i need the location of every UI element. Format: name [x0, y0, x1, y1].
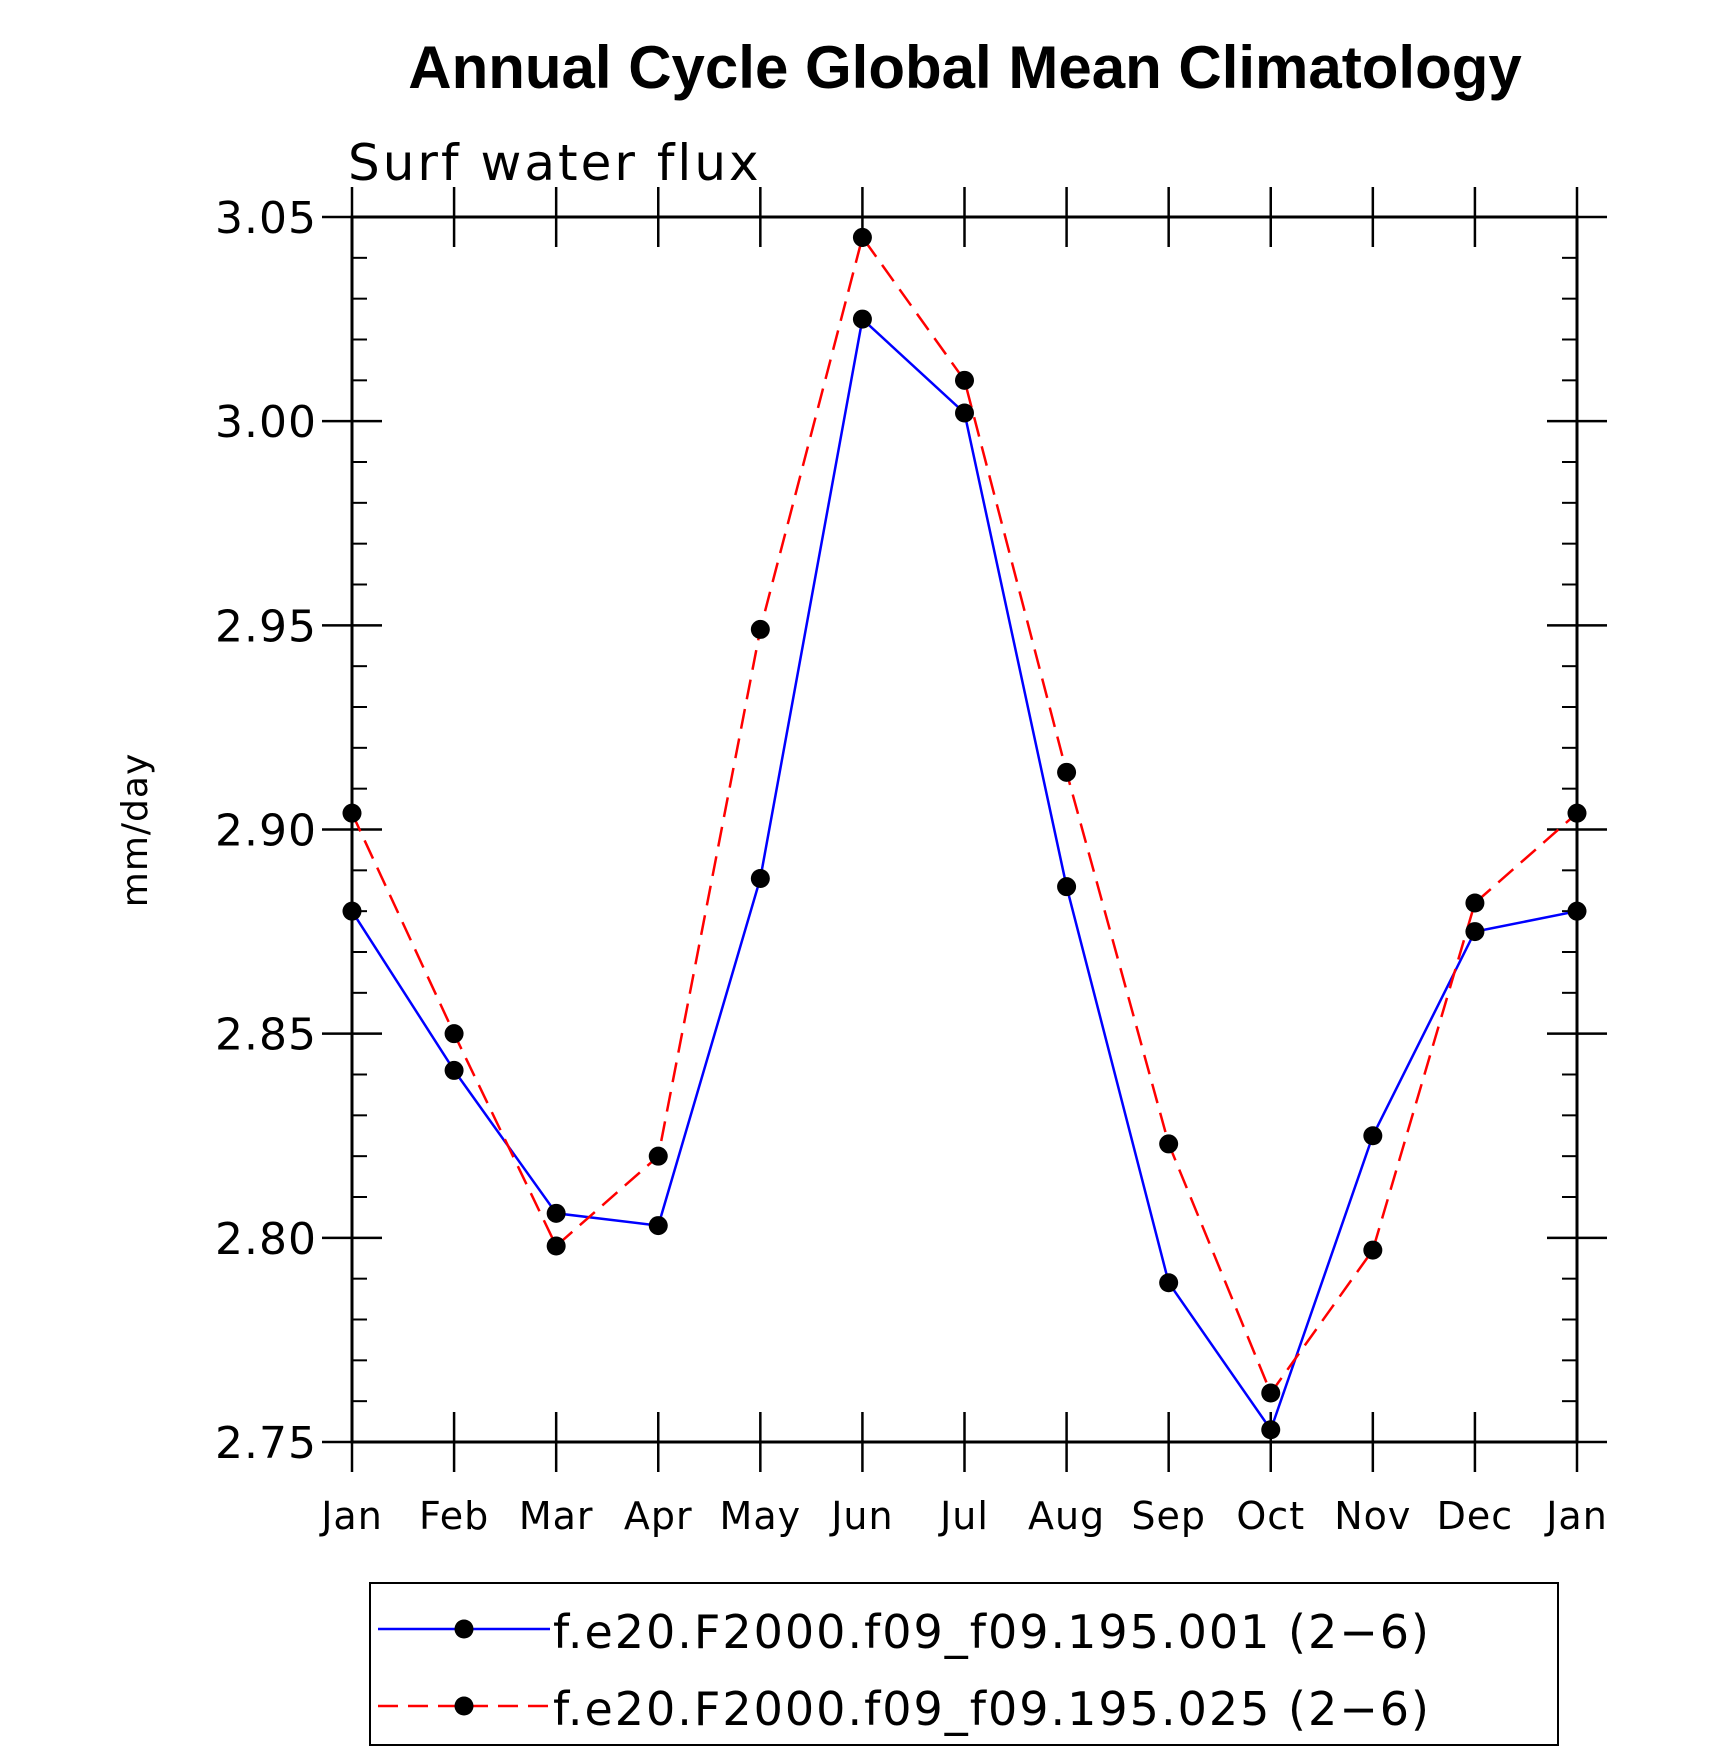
y-tick-label: 3.00 [215, 397, 317, 448]
data-point-series-1-mar [546, 1203, 566, 1223]
legend-label-series-1: f.e20.F2000.f09_f09.195.001 (2−6) [553, 1605, 1431, 1659]
data-point-series-1-feb [444, 1060, 464, 1080]
x-tick-label-10: Oct [1236, 1494, 1305, 1538]
data-point-series-2-dec [1465, 893, 1485, 913]
legend-box [369, 1582, 1559, 1746]
y-tick-label: 3.05 [215, 193, 317, 244]
data-point-series-2-mar [546, 1236, 566, 1256]
x-tick-label-8: Aug [1028, 1494, 1105, 1538]
x-tick-label-5: May [720, 1494, 802, 1538]
x-tick-label-3: Mar [519, 1494, 594, 1538]
data-point-series-2-oct [1261, 1383, 1281, 1403]
x-tick-label-9: Sep [1131, 1494, 1206, 1538]
data-point-series-1-dec [1465, 922, 1485, 942]
data-point-series-2-may [750, 619, 770, 639]
x-tick-label-11: Nov [1334, 1494, 1411, 1538]
data-point-series-1-jul [955, 403, 974, 423]
data-point-series-1-oct [1261, 1420, 1281, 1440]
data-point-series-2-nov [1363, 1240, 1383, 1260]
legend: f.e20.F2000.f09_f09.195.001 (2−6) f.e20.… [369, 1582, 1559, 1746]
data-point-series-1-jun [852, 309, 872, 329]
legend-marker-series-1 [454, 1619, 474, 1639]
legend-marker-series-2 [454, 1696, 474, 1716]
legend-label-series-2: f.e20.F2000.f09_f09.195.025 (2−6) [553, 1682, 1431, 1736]
data-point-series-2-feb [444, 1024, 464, 1044]
chart-title: Annual Cycle Global Mean Climatology [408, 34, 1522, 101]
data-point-series-1-aug [1057, 877, 1077, 897]
data-point-series-1-sep [1159, 1273, 1179, 1293]
data-point-series-2-sep [1159, 1134, 1179, 1154]
y-tick-label: 2.75 [215, 1418, 317, 1469]
x-tick-label-7: Jul [938, 1494, 989, 1538]
x-tick-label-1: Jan [319, 1494, 383, 1538]
chart-subtitle: Surf water flux [348, 134, 762, 192]
x-tick-label-12: Dec [1437, 1494, 1514, 1538]
data-point-series-1-may [750, 869, 770, 888]
series-line-1 [350, 316, 1578, 1433]
y-tick-label: 2.90 [215, 806, 317, 857]
data-point-series-2-apr [648, 1146, 668, 1166]
data-point-series-1-nov [1363, 1126, 1383, 1146]
y-tick-label: 2.80 [215, 1214, 317, 1265]
data-point-series-1-apr [648, 1216, 668, 1236]
data-point-series-2-jul [955, 370, 974, 390]
x-tick-label-13: Jan [1544, 1494, 1608, 1538]
axis-tick-labels: Jan Feb Mar Apr May Jun Jul Aug Sep Oct Nov Dec Jan 3… [215, 193, 1608, 1538]
y-tick-label: 2.85 [215, 1010, 317, 1061]
y-axis-label: mm/day [115, 753, 156, 907]
x-tick-label-2: Feb [419, 1494, 489, 1538]
data-series [342, 227, 1587, 1440]
x-tick-label-6: Jun [829, 1494, 893, 1538]
plot-frame [350, 215, 1579, 1444]
data-point-series-2-jun [852, 227, 872, 247]
y-tick-label: 2.95 [215, 601, 317, 652]
data-point-series-2-aug [1057, 762, 1077, 782]
x-tick-label-4: Apr [624, 1494, 693, 1538]
